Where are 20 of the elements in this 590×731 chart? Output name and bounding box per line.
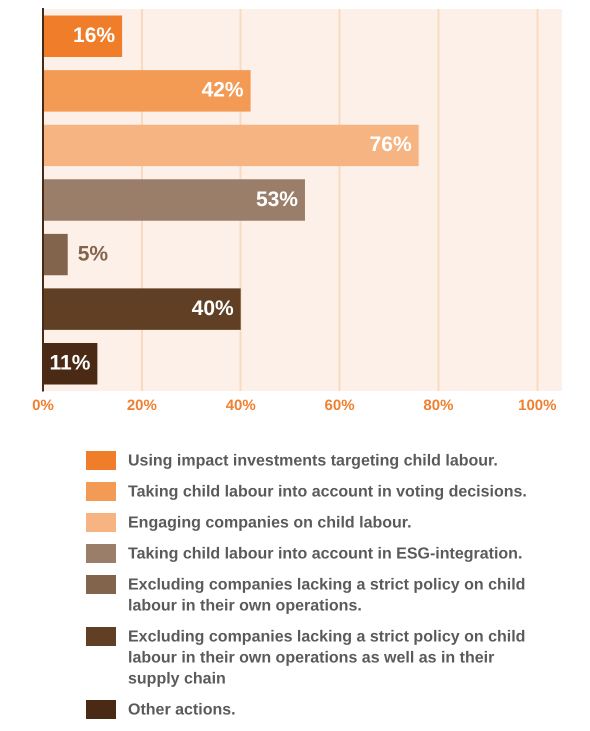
data-label: 53% — [256, 188, 298, 211]
data-label: 11% — [49, 352, 91, 375]
x-tick-label: 100% — [518, 397, 556, 414]
x-tick-label: 40% — [226, 397, 256, 414]
legend-label: Taking child labour into account in ESG-integration. — [128, 545, 522, 562]
legend-label: Excluding companies lacking a strict policy on child labour in their own operations. — [128, 576, 526, 614]
data-label: 42% — [202, 78, 244, 102]
data-label: 76% — [370, 133, 412, 156]
legend-label: Taking child labour into account in voting decisions. — [128, 483, 527, 500]
legend-label: Using impact investments targeting child labour. — [128, 452, 498, 470]
data-label: 16% — [73, 24, 116, 48]
x-tick-label: 60% — [324, 397, 355, 414]
x-tick-label: 20% — [126, 397, 157, 414]
data-label: 5% — [78, 242, 108, 266]
legend-label: Excluding companies lacking a strict policy on child labour in their own operations as well as in their supply chain — [128, 628, 526, 688]
x-tick-label: 80% — [423, 397, 454, 414]
x-tick-label: 0% — [32, 397, 54, 414]
legend-label: Other actions. — [128, 701, 236, 718]
data-label: 40% — [192, 296, 234, 320]
legend-label: Engaging companies on child labour. — [128, 514, 412, 532]
